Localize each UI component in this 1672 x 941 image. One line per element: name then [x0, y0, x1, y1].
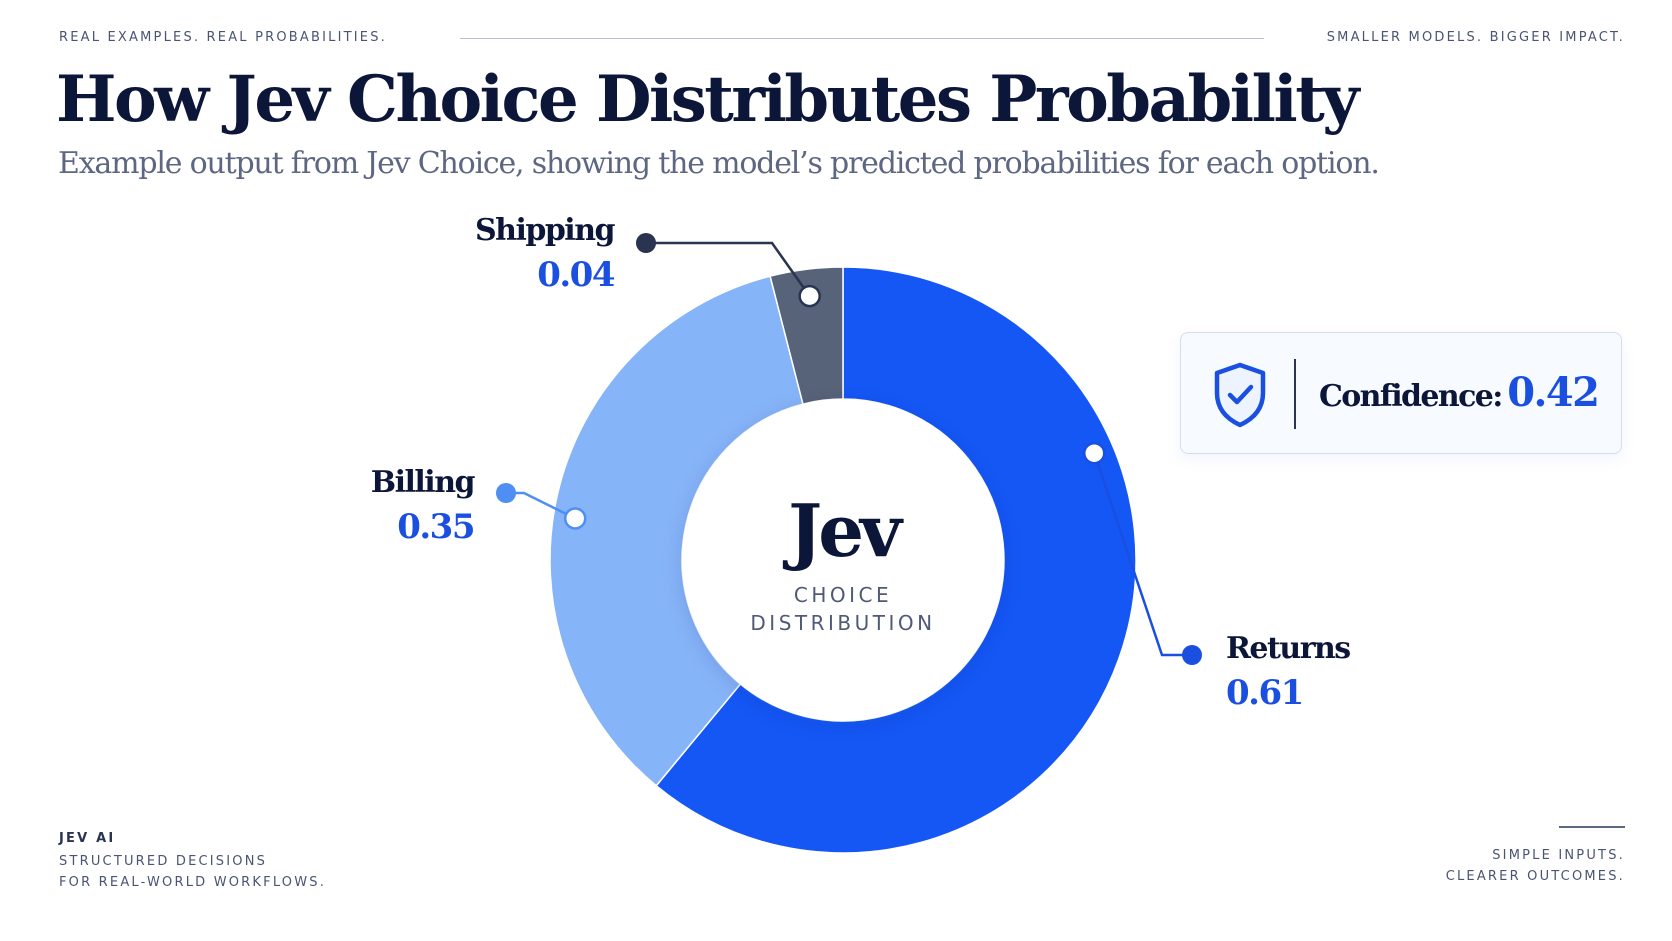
leader-line-shipping — [646, 241, 811, 297]
center-caption-line2: DISTRIBUTION — [750, 611, 935, 635]
callouts: Returns 0.61 Billing 0.35 Shipping 0.04 — [371, 213, 1352, 713]
donut-hole — [682, 399, 1004, 721]
callout-anchor-returns — [1083, 441, 1106, 465]
footer-brand: JEV AI — [59, 831, 116, 846]
label-billing: Billing — [371, 465, 476, 500]
callout-anchor-shipping — [798, 284, 821, 308]
shield-check-icon — [1214, 362, 1266, 428]
center-brand: Jev — [782, 488, 904, 573]
footer-rule — [1559, 826, 1625, 828]
footer-left-line2: FOR REAL-WORLD WORKFLOWS. — [59, 875, 327, 890]
callout-dot-billing — [496, 483, 516, 503]
confidence-label: Confidence: — [1319, 379, 1503, 414]
callout-dot-shipping — [636, 233, 656, 253]
callout-dot-returns — [1182, 645, 1202, 665]
center-caption-line1: CHOICE — [794, 583, 892, 607]
value-billing: 0.35 — [397, 507, 474, 547]
confidence-divider — [1294, 359, 1296, 429]
value-shipping: 0.04 — [537, 255, 615, 295]
value-returns: 0.61 — [1226, 673, 1303, 713]
footer-tagline-left: STRUCTURED DECISIONS FOR REAL-WORLD WORK… — [59, 851, 326, 893]
eyebrow-rule — [460, 38, 1264, 39]
footer-right-line2: CLEARER OUTCOMES. — [1445, 869, 1625, 884]
footer-right-line1: SIMPLE INPUTS. — [1492, 848, 1625, 863]
page-title: How Jev Choice Distributes Probability — [56, 62, 1359, 137]
footer-tagline-right: SIMPLE INPUTS. CLEARER OUTCOMES. — [1446, 845, 1625, 887]
page-subtitle: Example output from Jev Choice, showing … — [58, 146, 1380, 181]
confidence-value: 0.42 — [1507, 369, 1600, 416]
label-shipping: Shipping — [475, 213, 616, 248]
footer-left-line1: STRUCTURED DECISIONS — [59, 854, 268, 869]
callout-anchor-billing — [563, 507, 587, 530]
eyebrow-left: REAL EXAMPLES. REAL PROBABILITIES. — [59, 30, 387, 45]
confidence-readout: Confidence: 0.42 — [1319, 369, 1600, 416]
eyebrow-right: SMALLER MODELS. BIGGER IMPACT. — [1326, 30, 1625, 45]
confidence-card: Confidence: 0.42 — [1180, 332, 1622, 454]
label-returns: Returns — [1226, 631, 1350, 666]
